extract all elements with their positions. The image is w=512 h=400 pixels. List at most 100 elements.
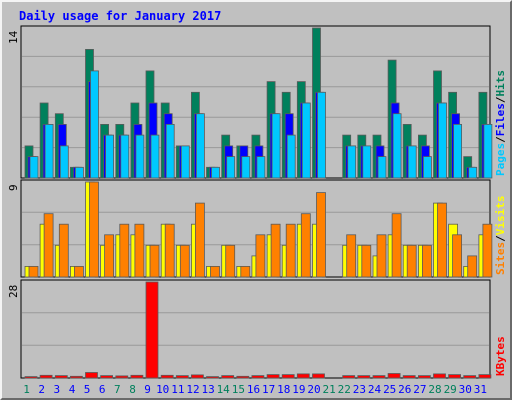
- bar-sites-day-20: [316, 192, 326, 278]
- bar-pages-day-14: [226, 156, 236, 179]
- day-label-28: 28: [428, 383, 441, 396]
- bar-sites-day-25: [391, 213, 402, 278]
- day-label-22: 22: [338, 383, 351, 396]
- side-label-separator: /: [494, 235, 507, 242]
- day-label-1: 1: [23, 383, 30, 396]
- bar-kbytes-day-18: [281, 374, 295, 379]
- bar-sites-day-10: [164, 223, 175, 278]
- bar-pages-day-7: [120, 134, 130, 179]
- panel-requests-side-label: Pages/Files/Hits: [494, 70, 507, 176]
- bar-pages-day-6: [105, 134, 114, 179]
- bar-sites-day-11: [179, 244, 190, 278]
- bar-pages-day-5: [90, 70, 99, 179]
- bar-sites-day-8: [134, 223, 145, 278]
- bar-pages-day-30: [468, 166, 478, 179]
- panel-kbytes-side-label: KBytes: [494, 336, 507, 376]
- bar-pages-day-11: [180, 145, 190, 179]
- day-label-20: 20: [307, 383, 320, 396]
- bar-kbytes-day-26: [402, 375, 416, 379]
- bar-sites-day-22: [346, 234, 357, 278]
- bar-kbytes-day-28: [433, 373, 446, 379]
- day-label-2: 2: [38, 383, 45, 396]
- bar-sites-day-2: [43, 213, 54, 278]
- day-label-31: 31: [474, 383, 487, 396]
- bar-sites-day-12: [194, 202, 205, 278]
- bar-pages-day-25: [392, 113, 402, 179]
- bar-sites-day-26: [406, 244, 417, 278]
- day-label-23: 23: [353, 383, 366, 396]
- day-label-11: 11: [171, 383, 184, 396]
- day-label-6: 6: [99, 383, 106, 396]
- bar-sites-day-7: [119, 223, 130, 278]
- bar-kbytes-day-20: [312, 373, 325, 379]
- bar-pages-day-15: [241, 156, 251, 179]
- bar-kbytes-day-15: [236, 375, 250, 379]
- bar-kbytes-day-5: [85, 372, 98, 379]
- bar-pages-day-31: [483, 124, 493, 179]
- legend-visits: Visits: [494, 196, 507, 236]
- day-label-27: 27: [413, 383, 426, 396]
- bar-sites-day-27: [421, 244, 432, 278]
- day-label-15: 15: [232, 383, 245, 396]
- bar-kbytes-day-11: [175, 375, 189, 379]
- day-label-30: 30: [459, 383, 472, 396]
- legend-hits: Hits: [494, 70, 507, 97]
- bar-sites-day-15: [240, 265, 251, 278]
- bar-pages-day-9: [150, 134, 160, 179]
- side-label-separator: /: [494, 136, 507, 143]
- bar-kbytes-day-24: [372, 375, 386, 379]
- bar-pages-day-28: [438, 102, 447, 179]
- panel-kbytes-area: [20, 279, 491, 379]
- bar-sites-day-5: [89, 181, 99, 278]
- bar-kbytes-day-25: [387, 373, 401, 379]
- panel-visitors-ymax-label: 9: [7, 184, 20, 191]
- bar-sites-day-31: [482, 223, 493, 278]
- day-label-16: 16: [247, 383, 260, 396]
- bar-kbytes-day-19: [296, 373, 310, 379]
- bar-kbytes-day-23: [357, 375, 371, 379]
- chart-title: Daily usage for January 2017: [19, 9, 221, 23]
- side-label-separator: /: [494, 96, 507, 103]
- bar-sites-day-6: [104, 234, 114, 278]
- day-label-8: 8: [129, 383, 136, 396]
- bar-sites-day-30: [467, 255, 478, 278]
- bar-pages-day-20: [317, 91, 326, 179]
- bar-kbytes-day-12: [190, 374, 204, 379]
- day-label-29: 29: [444, 383, 457, 396]
- bar-pages-day-12: [195, 113, 205, 179]
- bar-kbytes-day-31: [478, 374, 492, 379]
- bar-sites-day-14: [225, 244, 236, 278]
- bar-kbytes-day-2: [39, 374, 53, 379]
- panel-requests-ymax-label: 14: [7, 30, 20, 44]
- bar-kbytes-day-6: [100, 375, 113, 379]
- bar-sites-day-28: [437, 202, 447, 278]
- bar-kbytes-day-1: [24, 376, 38, 379]
- bar-pages-day-16: [256, 156, 266, 179]
- day-label-24: 24: [368, 383, 382, 396]
- day-label-26: 26: [398, 383, 411, 396]
- day-label-5: 5: [84, 383, 91, 396]
- legend-pages: Pages: [494, 143, 507, 176]
- bar-pages-day-26: [407, 145, 417, 179]
- bar-kbytes-day-29: [448, 374, 462, 379]
- bar-pages-day-18: [286, 134, 296, 179]
- legend-files: Files: [494, 103, 507, 136]
- day-label-13: 13: [201, 383, 214, 396]
- day-label-14: 14: [217, 383, 231, 396]
- bar-kbytes-day-22: [342, 375, 356, 379]
- bar-sites-day-24: [376, 234, 387, 278]
- bar-pages-day-19: [301, 102, 311, 179]
- bar-sites-day-3: [58, 223, 69, 278]
- day-label-10: 10: [156, 383, 169, 396]
- day-label-19: 19: [292, 383, 305, 396]
- day-label-18: 18: [277, 383, 290, 396]
- legend-kbytes: KBytes: [494, 336, 507, 376]
- bar-kbytes-day-14: [221, 375, 235, 379]
- bar-sites-day-29: [452, 234, 463, 278]
- bar-kbytes-day-13: [206, 376, 219, 379]
- bar-pages-day-23: [362, 145, 372, 179]
- bar-kbytes-day-7: [115, 375, 129, 379]
- bar-sites-day-1: [28, 265, 39, 278]
- day-label-17: 17: [262, 383, 275, 396]
